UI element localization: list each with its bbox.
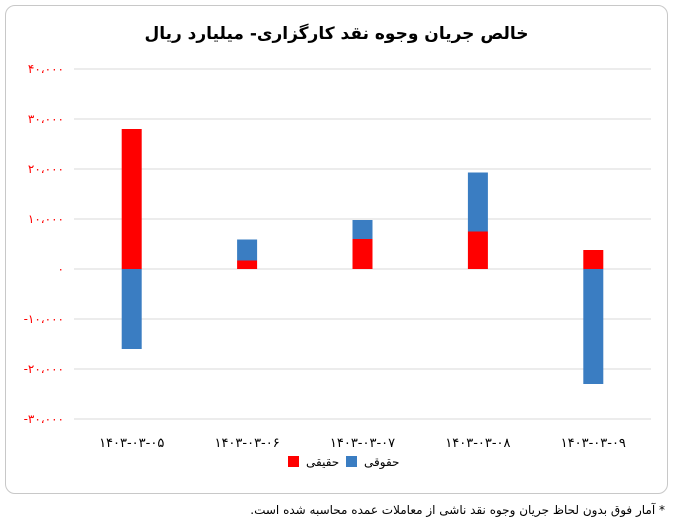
x-tick-label: ۱۴۰۳-۰۳-۰۸	[445, 436, 510, 451]
bar-segment	[237, 239, 258, 261]
y-tick-label: ۰	[58, 262, 64, 276]
bar-segment	[121, 269, 142, 349]
bar-segment	[583, 250, 604, 269]
x-tick-label: ۱۴۰۳-۰۳-۰۷	[330, 436, 395, 451]
bar-segment	[352, 239, 373, 269]
y-tick-label: ۱۰،۰۰۰	[28, 212, 64, 226]
y-tick-label: -۱۰،۰۰۰	[24, 312, 64, 326]
bar-segment	[467, 231, 488, 269]
legend-label: حقوقی	[364, 455, 399, 470]
x-tick-label: ۱۴۰۳-۰۳-۰۵	[99, 436, 164, 451]
footnote: * آمار فوق بدون لحاظ جریان وجوه نقد ناشی…	[250, 503, 665, 517]
y-tick-label: ۴۰،۰۰۰	[28, 62, 64, 76]
bar-segment	[352, 220, 373, 239]
y-tick-label: ۲۰،۰۰۰	[28, 162, 64, 176]
x-tick-label: ۱۴۰۳-۰۳-۰۶	[214, 436, 279, 451]
y-tick-label: -۲۰،۰۰۰	[24, 362, 64, 376]
legend-label: حقیقی	[306, 455, 339, 469]
y-tick-label: ۳۰،۰۰۰	[28, 112, 64, 126]
chart-plot: ۴۰،۰۰۰ ۳۰،۰۰۰ ۲۰،۰۰۰ ۱۰،۰۰۰ ۰ -۱۰،۰۰۰ -۲۰،۰۰۰ -…	[24, 62, 651, 470]
bar-segment	[467, 172, 488, 232]
bar-segment	[237, 260, 258, 269]
y-tick-label: -۳۰،۰۰۰	[24, 412, 64, 426]
bar-segment	[121, 129, 142, 269]
bar-segment	[583, 269, 604, 384]
x-tick-label: ۱۴۰۳-۰۳-۰۹	[561, 436, 626, 451]
legend-swatch	[346, 456, 357, 467]
chart-title: خالص جریان وجوه نقد کارگزاری- میلیارد ری…	[144, 24, 529, 44]
legend-swatch	[288, 456, 299, 467]
chart-card: خالص جریان وجوه نقد کارگزاری- میلیارد ری…	[5, 5, 668, 494]
